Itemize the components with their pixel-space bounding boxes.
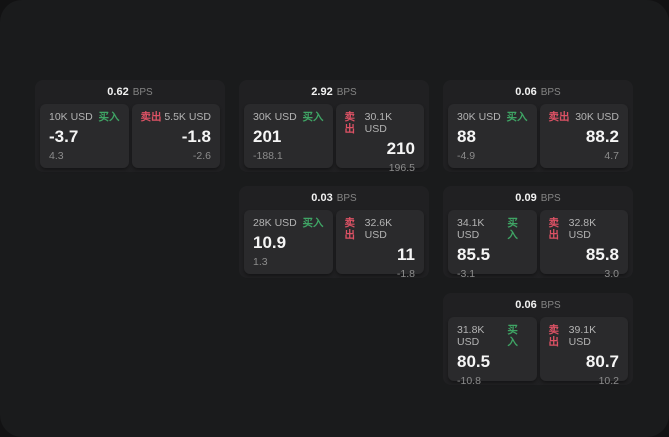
sell-amount: 30.1K USD bbox=[364, 111, 393, 135]
bps-value: 0.06 bbox=[515, 299, 537, 311]
sell-label: 卖出 bbox=[344, 111, 356, 135]
buy-price: 10.9 bbox=[253, 233, 287, 252]
buy-panel[interactable]: 28K USD 买入 10.9 1.3 bbox=[244, 210, 333, 274]
sell-change: -2.6 bbox=[192, 150, 211, 162]
buy-amount: 30K USD bbox=[253, 111, 297, 123]
sell-amount: 32.6K USD bbox=[364, 217, 393, 241]
sell-panel[interactable]: 卖出 32.8K USD 85.8 3.0 bbox=[539, 210, 628, 280]
buy-price: 88 bbox=[457, 127, 476, 146]
buy-change: -3.1 bbox=[457, 268, 476, 280]
sell-change: 3.0 bbox=[604, 268, 619, 280]
buy-change: 1.3 bbox=[253, 256, 268, 268]
sell-label: 卖出 bbox=[344, 217, 356, 241]
sell-label: 卖出 bbox=[548, 324, 560, 348]
buy-change: -188.1 bbox=[253, 150, 283, 162]
bps-unit-label: BPS bbox=[540, 299, 561, 311]
buy-price: 80.5 bbox=[457, 352, 491, 371]
sell-panel[interactable]: 卖出 30.1K USD 210 196.5 bbox=[335, 104, 424, 174]
sell-panel[interactable]: 卖出 5.5K USD -1.8 -2.6 bbox=[131, 104, 220, 168]
buy-panel[interactable]: 34.1K USD 买入 85.5 -3.1 bbox=[448, 210, 537, 280]
sell-amount: 32.8K USD bbox=[568, 217, 597, 241]
buy-amount: 34.1K USD bbox=[457, 217, 485, 241]
quote-card: 0.03 BPS 28K USD 买入 10.9 1.3 卖出 32.6K US… bbox=[239, 186, 429, 280]
buy-change: -10.8 bbox=[457, 375, 481, 387]
buy-amount: 10K USD bbox=[49, 111, 93, 123]
buy-sell-panels: 30K USD 买入 201 -188.1 卖出 30.1K USD 210 1… bbox=[244, 104, 424, 174]
buy-sell-panels: 31.8K USD 买入 80.5 -10.8 卖出 39.1K USD 80.… bbox=[448, 317, 628, 387]
sell-panel[interactable]: 卖出 30K USD 88.2 4.7 bbox=[539, 104, 628, 168]
bps-unit-label: BPS bbox=[132, 86, 153, 98]
buy-sell-panels: 30K USD 买入 88 -4.9 卖出 30K USD 88.2 4.7 bbox=[448, 104, 628, 168]
bps-value: 2.92 bbox=[311, 86, 333, 98]
buy-price: 85.5 bbox=[457, 245, 491, 264]
buy-label: 买入 bbox=[507, 217, 518, 241]
sell-panel[interactable]: 卖出 32.6K USD 11 -1.8 bbox=[335, 210, 424, 280]
buy-price: -3.7 bbox=[49, 127, 79, 146]
quote-card: 0.62 BPS 10K USD 买入 -3.7 4.3 卖出 5.5K USD… bbox=[35, 80, 225, 172]
buy-label: 买入 bbox=[506, 111, 528, 123]
card-header: 0.62 BPS bbox=[35, 80, 225, 104]
quote-card: 0.06 BPS 30K USD 买入 88 -4.9 卖出 30K USD 8… bbox=[443, 80, 633, 172]
quote-card: 0.06 BPS 31.8K USD 买入 80.5 -10.8 卖出 39.1… bbox=[443, 293, 633, 387]
bps-unit-label: BPS bbox=[540, 192, 561, 204]
sell-amount: 39.1K USD bbox=[568, 324, 597, 348]
sell-change: 196.5 bbox=[388, 162, 415, 174]
buy-panel[interactable]: 30K USD 买入 88 -4.9 bbox=[448, 104, 537, 168]
buy-price: 201 bbox=[253, 127, 282, 146]
sell-price: -1.8 bbox=[181, 127, 211, 146]
sell-amount: 30K USD bbox=[575, 111, 619, 123]
buy-sell-panels: 34.1K USD 买入 85.5 -3.1 卖出 32.8K USD 85.8… bbox=[448, 210, 628, 280]
buy-label: 买入 bbox=[507, 324, 518, 348]
sell-label: 卖出 bbox=[548, 217, 560, 241]
sell-label: 卖出 bbox=[548, 111, 570, 123]
sell-price: 80.7 bbox=[585, 352, 619, 371]
buy-label: 买入 bbox=[98, 111, 120, 123]
sell-panel[interactable]: 卖出 39.1K USD 80.7 10.2 bbox=[539, 317, 628, 387]
sell-price: 210 bbox=[386, 139, 415, 158]
buy-label: 买入 bbox=[302, 111, 324, 123]
card-header: 0.09 BPS bbox=[443, 186, 633, 210]
buy-panel[interactable]: 31.8K USD 买入 80.5 -10.8 bbox=[448, 317, 537, 387]
buy-amount: 28K USD bbox=[253, 217, 297, 229]
card-header: 2.92 BPS bbox=[239, 80, 429, 104]
sell-price: 88.2 bbox=[585, 127, 619, 146]
buy-change: -4.9 bbox=[457, 150, 476, 162]
bps-value: 0.03 bbox=[311, 192, 333, 204]
sell-price: 11 bbox=[397, 245, 415, 264]
buy-sell-panels: 28K USD 买入 10.9 1.3 卖出 32.6K USD 11 -1.8 bbox=[244, 210, 424, 280]
sell-price: 85.8 bbox=[585, 245, 619, 264]
buy-sell-panels: 10K USD 买入 -3.7 4.3 卖出 5.5K USD -1.8 -2.… bbox=[40, 104, 220, 168]
buy-panel[interactable]: 30K USD 买入 201 -188.1 bbox=[244, 104, 333, 168]
bps-unit-label: BPS bbox=[540, 86, 561, 98]
buy-amount: 30K USD bbox=[457, 111, 501, 123]
card-header: 0.06 BPS bbox=[443, 293, 633, 317]
sell-change: -1.8 bbox=[396, 268, 415, 280]
buy-amount: 31.8K USD bbox=[457, 324, 485, 348]
quote-card: 0.09 BPS 34.1K USD 买入 85.5 -3.1 卖出 32.8K… bbox=[443, 186, 633, 280]
card-header: 0.06 BPS bbox=[443, 80, 633, 104]
bps-unit-label: BPS bbox=[336, 86, 357, 98]
quote-card: 2.92 BPS 30K USD 买入 201 -188.1 卖出 30.1K … bbox=[239, 80, 429, 174]
buy-panel[interactable]: 10K USD 买入 -3.7 4.3 bbox=[40, 104, 129, 168]
bps-value: 0.62 bbox=[107, 86, 129, 98]
card-header: 0.03 BPS bbox=[239, 186, 429, 210]
sell-amount: 5.5K USD bbox=[164, 111, 211, 123]
bps-unit-label: BPS bbox=[336, 192, 357, 204]
sell-change: 4.7 bbox=[604, 150, 619, 162]
buy-change: 4.3 bbox=[49, 150, 64, 162]
sell-change: 10.2 bbox=[598, 375, 619, 387]
bps-value: 0.06 bbox=[515, 86, 537, 98]
sell-label: 卖出 bbox=[140, 111, 162, 123]
bps-value: 0.09 bbox=[515, 192, 537, 204]
buy-label: 买入 bbox=[302, 217, 324, 229]
